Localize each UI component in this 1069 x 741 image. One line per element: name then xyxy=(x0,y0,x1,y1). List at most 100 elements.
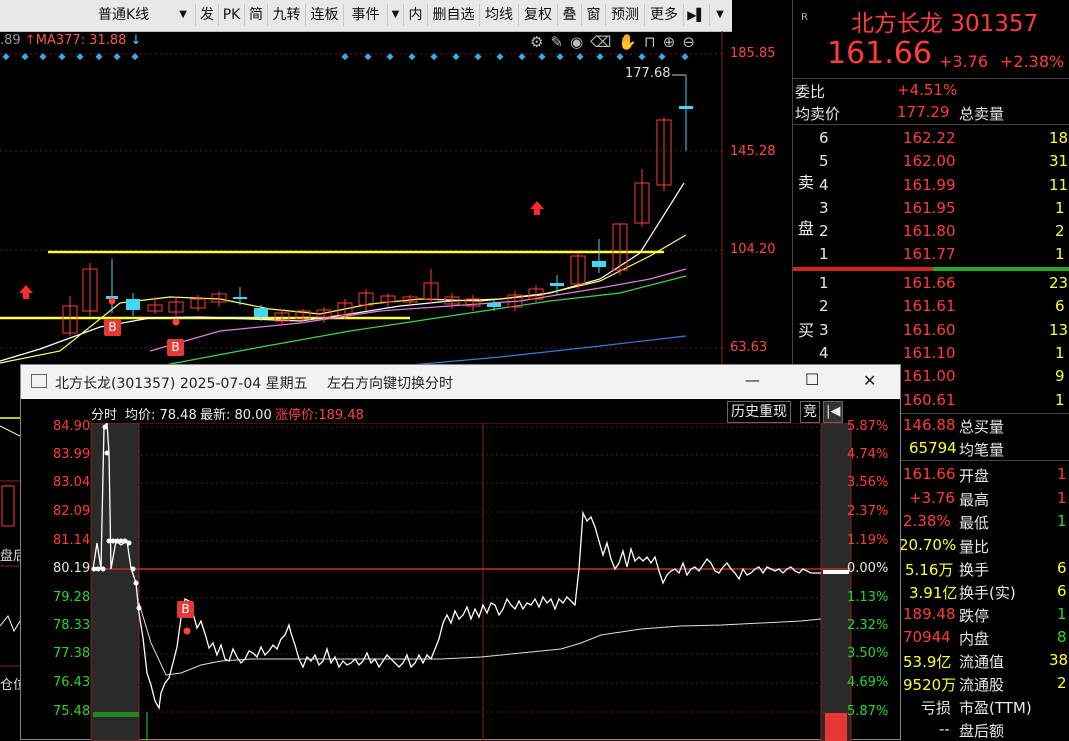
stat-right: 38 xyxy=(1049,651,1069,669)
popup-titlebar[interactable]: 北方长龙(301357) 2025-07-04 星期五 左右方向键切换分时 — … xyxy=(21,365,900,399)
toolbar-lianban-button[interactable]: 连板 xyxy=(306,4,344,26)
sell-level-3[interactable]: 3 161.95 1 xyxy=(793,197,1069,220)
stat-value: 亏损 xyxy=(921,699,952,717)
level-price: 161.60 xyxy=(903,321,956,339)
sell-level-5[interactable]: 5 162.00 31 xyxy=(793,150,1069,173)
sell-side-label: 卖盘 xyxy=(798,160,818,252)
toolbar-predict-button[interactable]: 预测 xyxy=(606,4,645,26)
pct-tick: 3.56% xyxy=(847,475,889,490)
toolbar-fuquan-button[interactable]: 复权 xyxy=(519,4,558,26)
last-price: 161.66 xyxy=(827,36,932,71)
sell-level-6[interactable]: 6 162.22 18 xyxy=(793,127,1069,150)
level-volume: 1 xyxy=(1055,199,1065,217)
close-icon[interactable]: ✕ xyxy=(863,371,877,390)
pct-tick: 4.74% xyxy=(847,447,889,462)
maximize-icon[interactable]: ☐ xyxy=(805,370,820,389)
stat-label: 换手(实) xyxy=(959,584,1016,602)
buy-signal-marker[interactable]: B xyxy=(167,339,184,356)
stat-row: 亏损 市盈(TTM) xyxy=(793,695,1069,718)
toolbar-window-button[interactable]: 窗 xyxy=(582,4,606,26)
toolbar-simple-button[interactable]: 简 xyxy=(245,4,268,26)
clear-icon[interactable]: ⌫ xyxy=(590,33,619,51)
stat-right: 2 xyxy=(1057,674,1067,692)
toolbar-events-button[interactable]: 事件 xyxy=(344,4,388,26)
level-num: 6 xyxy=(819,129,829,147)
left-chart-fragment xyxy=(0,417,20,667)
pen-icon[interactable]: ✎ xyxy=(550,33,571,51)
toolbar-ma-button[interactable]: 均线 xyxy=(480,4,519,26)
zoom-out-icon[interactable]: ⊖ xyxy=(682,33,702,51)
level-num: 3 xyxy=(819,199,829,217)
more-arrow-icon[interactable]: ▶▌ xyxy=(684,4,710,26)
hand-icon[interactable]: ✋ xyxy=(618,33,645,51)
toolbar-pk-button[interactable]: PK xyxy=(219,4,245,26)
buy-signal-marker[interactable]: B xyxy=(104,319,121,336)
position-label: 仓位 xyxy=(0,678,27,693)
sell-side-char: 卖 xyxy=(798,173,815,192)
stock-title: 北方长龙 301357 xyxy=(851,4,1038,38)
level-volume: 18 xyxy=(1049,129,1069,147)
stat-label: 最高 xyxy=(959,491,990,509)
events-dropdown-icon[interactable]: ▼ xyxy=(388,4,404,26)
stat-value: 2.38% xyxy=(903,512,951,530)
back-to-start-icon[interactable]: |◀ xyxy=(823,401,844,423)
avg-sell-row: 均卖价 177.29 总卖量 xyxy=(793,101,1069,125)
avg-pen-value: 65794 xyxy=(909,439,957,457)
stat-row: 161.66 开盘 1 xyxy=(793,463,1069,486)
sell-level-4[interactable]: 4 161.99 11 xyxy=(793,174,1069,197)
eye-icon[interactable]: ◉ xyxy=(570,33,591,51)
toolbar-more-button[interactable]: 更多 xyxy=(645,4,684,26)
stat-value: 189.48 xyxy=(903,605,956,623)
avg-pen-label: 均笔量 xyxy=(959,441,1005,459)
stat-label: 最低 xyxy=(959,514,990,532)
ma377-value: MA377: 31.88 xyxy=(35,33,127,48)
level-num: 2 xyxy=(819,222,829,240)
level-num: 1 xyxy=(819,274,829,292)
history-replay-button[interactable]: 历史重现 xyxy=(727,401,791,423)
sell-level-1[interactable]: 1 161.77 1 xyxy=(793,243,1069,266)
stat-row: 5.16万 换手 6 xyxy=(793,557,1069,580)
stat-row: 2.38% 最低 1 xyxy=(793,510,1069,533)
buy-level-4[interactable]: 4 161.10 1 xyxy=(793,342,1069,365)
kline-type-select[interactable]: 普通K线 ▼ xyxy=(64,4,196,26)
stat-value: +3.76 xyxy=(909,489,955,507)
avg-price-line xyxy=(138,602,822,676)
buy-level-2[interactable]: 2 161.61 6 xyxy=(793,295,1069,318)
lock-icon[interactable]: ⊓ xyxy=(644,33,663,51)
toolbar-jiuzhuan-button[interactable]: 九转 xyxy=(268,4,306,26)
buy-signal-marker[interactable]: B xyxy=(177,601,194,618)
toolbar-dropdown-icon[interactable]: ▼ xyxy=(716,9,724,20)
settings-icon[interactable]: ⚙ xyxy=(530,33,551,51)
level-volume: 9 xyxy=(1055,367,1065,385)
stat-row: 20.70% 量比 xyxy=(793,534,1069,557)
price-tick: 75.48 xyxy=(53,704,91,719)
total-sell-label: 总卖量 xyxy=(959,105,1005,123)
pct-tick: 1.19% xyxy=(847,533,889,548)
price-tick: 83.04 xyxy=(53,475,91,490)
toolbar-overlay-button[interactable]: 叠 xyxy=(558,4,582,26)
price-line xyxy=(92,423,821,710)
stat-label: 量比 xyxy=(959,538,990,556)
level-price: 161.80 xyxy=(903,222,956,240)
level-volume: 1 xyxy=(1055,245,1065,263)
minimize-icon[interactable]: — xyxy=(745,371,760,389)
toolbar-nei-button[interactable]: 内 xyxy=(404,4,428,26)
kline-canvas xyxy=(0,31,723,366)
ma-legend-prefix: .89 xyxy=(0,33,21,48)
stat-value: 9520万 xyxy=(903,676,957,694)
intraday-tab[interactable]: 分时 xyxy=(91,408,118,423)
price-tick: 76.43 xyxy=(53,675,91,690)
intraday-popup: 北方长龙(301357) 2025-07-04 星期五 左右方向键切换分时 — … xyxy=(20,364,901,741)
buy-level-3[interactable]: 3 161.60 13 xyxy=(793,319,1069,342)
toolbar-fa-button[interactable]: 发 xyxy=(196,4,219,26)
zoom-in-icon[interactable]: ⊕ xyxy=(662,33,683,51)
auction-button[interactable]: 竞 xyxy=(800,401,820,423)
level-num: 2 xyxy=(819,297,829,315)
buy-level-1[interactable]: 1 161.66 23 xyxy=(793,272,1069,295)
price-tick: 81.14 xyxy=(53,533,91,548)
sell-level-2[interactable]: 2 161.80 2 xyxy=(793,220,1069,243)
toolbar-delete-watch-button[interactable]: 删自选 xyxy=(428,4,480,26)
level-volume: 1 xyxy=(1055,391,1065,409)
pct-tick: 2.32% xyxy=(847,618,889,633)
stat-row: 70944 内盘 8 xyxy=(793,626,1069,649)
